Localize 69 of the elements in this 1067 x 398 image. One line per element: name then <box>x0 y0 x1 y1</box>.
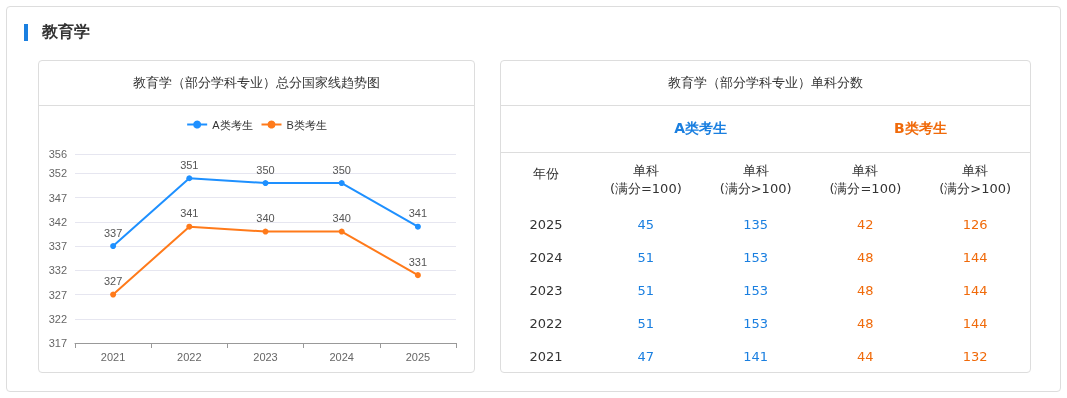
point <box>262 180 269 187</box>
data-label: 153 <box>742 282 769 300</box>
data-label: 141 <box>742 348 769 366</box>
data-label: 350 <box>332 163 351 176</box>
point <box>186 223 193 230</box>
y-tick-label: 317 <box>48 337 67 349</box>
data-label: 44 <box>856 348 875 366</box>
x-tick-label: 单科(满分=100) <box>828 162 903 199</box>
point <box>338 180 345 187</box>
y-tick-label: 337 <box>48 240 67 253</box>
y-tick-label: 2025 <box>528 216 564 234</box>
text: 教育学 <box>42 22 90 43</box>
data-label: 132 <box>961 348 989 366</box>
y-tick-label: 356 <box>48 148 67 160</box>
data-label: 327 <box>103 275 123 288</box>
data-label: 144 <box>961 282 989 300</box>
point <box>414 272 421 279</box>
y-tick-label: 322 <box>48 312 67 325</box>
data-label: 340 <box>332 212 351 225</box>
data-label: 51 <box>636 315 656 333</box>
data-label: 351 <box>180 158 199 171</box>
x-tick-label: 2024 <box>329 350 354 363</box>
data-label: 331 <box>408 255 428 268</box>
data-label: 135 <box>742 216 769 234</box>
data-label: 341 <box>408 207 428 220</box>
point <box>414 223 421 230</box>
data-label: 144 <box>961 249 989 267</box>
y-tick-label: 2023 <box>528 282 564 300</box>
y-tick-label: 2024 <box>528 249 564 267</box>
data-label: 126 <box>961 216 989 234</box>
point <box>110 291 117 298</box>
data-label: 48 <box>856 282 875 300</box>
chart-title: 教育学（部分学科专业）单科分数 <box>501 61 1030 106</box>
y-tick-label: 342 <box>48 215 67 228</box>
data-label: 340 <box>256 212 275 225</box>
data-label: 51 <box>636 282 656 300</box>
chart-title: 教育学（部分学科专业）总分国家线趋势图 <box>39 61 474 106</box>
data-label: 47 <box>636 348 656 366</box>
point <box>262 228 269 235</box>
x-tick-label: 2025 <box>405 350 431 363</box>
y-tick-label: 2022 <box>528 315 564 333</box>
data-label: 337 <box>103 226 123 239</box>
x-tick-label: 2023 <box>253 350 278 363</box>
point <box>110 243 117 250</box>
legend-label: A类考生 <box>212 118 253 131</box>
data-label: 341 <box>180 207 199 220</box>
data-label: 45 <box>636 216 656 234</box>
data-label: 48 <box>856 315 875 333</box>
x-tick-label: 2021 <box>100 350 126 363</box>
data-label: 350 <box>256 163 275 176</box>
y-tick-label: 327 <box>48 288 67 301</box>
x-tick-label: 单科(满分>100) <box>718 162 793 199</box>
data-label: 153 <box>742 249 769 267</box>
x-tick-label: 2022 <box>177 350 202 363</box>
point <box>186 175 193 182</box>
x-tick-label: 单科(满分>100) <box>938 162 1013 199</box>
data-label: 144 <box>961 315 989 333</box>
y-tick-label: 352 <box>48 167 67 180</box>
text: A类考生 <box>673 118 729 138</box>
data-label: 48 <box>856 249 875 267</box>
y-tick-label: 347 <box>48 191 67 204</box>
y-tick-label: 332 <box>48 264 67 277</box>
y-axis-title: 年份 <box>531 164 560 183</box>
data-label: 51 <box>636 249 656 267</box>
x-tick-label: 单科(满分=100) <box>608 162 683 199</box>
data-label: 153 <box>742 315 769 333</box>
text: B类考生 <box>892 118 948 138</box>
legend-label: B类考生 <box>286 118 327 131</box>
data-label: 42 <box>856 216 875 234</box>
